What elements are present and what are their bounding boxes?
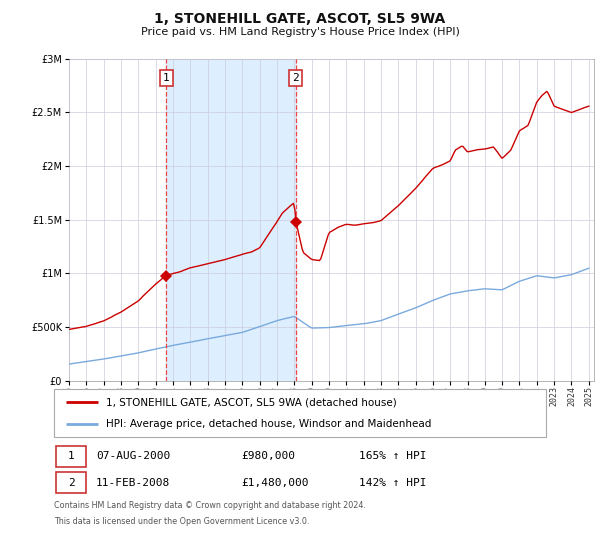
Text: £1,480,000: £1,480,000 <box>241 478 308 488</box>
Text: Contains HM Land Registry data © Crown copyright and database right 2024.: Contains HM Land Registry data © Crown c… <box>54 501 366 510</box>
Text: 2: 2 <box>293 73 299 83</box>
Text: 2: 2 <box>68 478 74 488</box>
Text: 1, STONEHILL GATE, ASCOT, SL5 9WA (detached house): 1, STONEHILL GATE, ASCOT, SL5 9WA (detac… <box>106 397 397 407</box>
Text: 1: 1 <box>163 73 169 83</box>
Text: Price paid vs. HM Land Registry's House Price Index (HPI): Price paid vs. HM Land Registry's House … <box>140 27 460 37</box>
FancyBboxPatch shape <box>56 446 86 467</box>
Text: 165% ↑ HPI: 165% ↑ HPI <box>359 451 427 461</box>
Text: 11-FEB-2008: 11-FEB-2008 <box>96 478 170 488</box>
Text: 1, STONEHILL GATE, ASCOT, SL5 9WA: 1, STONEHILL GATE, ASCOT, SL5 9WA <box>154 12 446 26</box>
Text: 07-AUG-2000: 07-AUG-2000 <box>96 451 170 461</box>
Text: HPI: Average price, detached house, Windsor and Maidenhead: HPI: Average price, detached house, Wind… <box>106 419 431 429</box>
Text: £980,000: £980,000 <box>241 451 295 461</box>
Bar <box>166 59 296 381</box>
FancyBboxPatch shape <box>54 389 546 437</box>
Text: 1: 1 <box>68 451 74 461</box>
Text: This data is licensed under the Open Government Licence v3.0.: This data is licensed under the Open Gov… <box>54 517 310 526</box>
Text: 142% ↑ HPI: 142% ↑ HPI <box>359 478 427 488</box>
FancyBboxPatch shape <box>56 472 86 493</box>
